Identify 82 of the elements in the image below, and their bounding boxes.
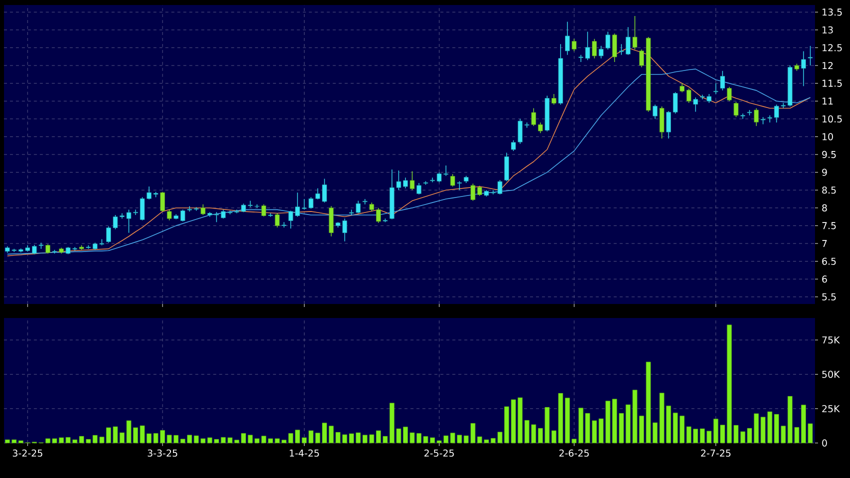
candlestick: [666, 110, 671, 139]
y-tick-label: 6.5: [822, 258, 836, 265]
x-tick-label: 2-7-25: [701, 450, 730, 457]
candlestick: [288, 210, 294, 229]
candlestick: [187, 206, 192, 212]
y-tick-label: 8: [822, 204, 827, 212]
y-tick-label: 11.5: [822, 80, 842, 87]
y-tick-label: 25K: [822, 405, 840, 412]
candlestick: [606, 31, 610, 50]
candlestick: [308, 196, 314, 209]
candlestick: [200, 204, 206, 216]
y-tick-label: 50K: [822, 370, 840, 378]
y-tick-label: 75K: [822, 336, 840, 344]
x-tick-label: 2-6-25: [559, 450, 589, 457]
candlestick: [652, 104, 658, 120]
y-tick-label: 10.5: [822, 115, 842, 122]
candlestick: [376, 208, 381, 224]
candlestick: [160, 192, 165, 212]
candlestick: [315, 188, 320, 200]
y-tick-label: 0: [822, 439, 827, 447]
candlestick: [166, 209, 172, 221]
candlestick: [180, 209, 186, 222]
candlestick: [531, 108, 536, 126]
candlestick: [565, 21, 570, 56]
candlestick: [106, 226, 111, 244]
y-tick-label: 6: [822, 275, 827, 283]
y-tick-label: 9.5: [822, 150, 836, 158]
candlestick: [760, 116, 766, 125]
y-tick-label: 12.5: [822, 44, 842, 52]
candlestick: [410, 170, 415, 190]
candlestick: [498, 180, 502, 195]
y-tick-label: 12: [822, 62, 833, 70]
candlestick: [302, 198, 307, 210]
candlestick: [672, 92, 678, 114]
candlestick: [274, 212, 280, 228]
candlestick: [46, 244, 50, 254]
candlestick: [268, 212, 273, 218]
candlestick: [295, 192, 300, 218]
x-tick-label: 3-3-25: [148, 450, 178, 457]
candlestick: [754, 108, 759, 126]
candlestick: [572, 38, 576, 52]
candlestick: [801, 50, 806, 86]
y-tick-label: 5.5: [822, 293, 836, 300]
candlestick: [612, 33, 617, 62]
y-tick-label: 8.5: [822, 186, 836, 194]
candlestick: [639, 49, 644, 68]
candlestick: [659, 106, 664, 139]
candlestick: [747, 110, 752, 116]
candlestick: [504, 152, 510, 182]
candlestick: [713, 82, 718, 94]
x-tick-label: 3-2-25: [12, 450, 42, 457]
candlestick: [444, 165, 448, 176]
y-tick-label: 13.5: [822, 8, 842, 16]
candlestick: [632, 16, 638, 50]
y-tick-label: 9: [822, 168, 827, 176]
candlestick: [598, 46, 604, 59]
candlestick: [450, 174, 456, 187]
candlestick: [322, 178, 327, 203]
candlestick: [403, 177, 408, 189]
candlestick: [734, 101, 738, 118]
candlestick: [552, 94, 556, 106]
x-tick-label: 2-5-25: [424, 450, 454, 457]
candlestick: [416, 182, 422, 195]
candlestick: [457, 180, 462, 190]
candlestick: [686, 88, 692, 104]
candlestick: [720, 70, 725, 91]
candlestick: [693, 97, 698, 112]
candlestick: [592, 38, 597, 59]
candlestick: [524, 122, 530, 128]
y-tick-label: 7.5: [822, 222, 836, 230]
candlestick: [282, 222, 286, 228]
y-tick-label: 7: [822, 240, 827, 247]
y-tick-label: 13: [822, 26, 833, 34]
candlestick: [261, 204, 266, 217]
x-tick-label: 1-4-25: [290, 450, 319, 457]
candlestick: [254, 204, 260, 208]
candlestick: [808, 46, 813, 66]
candlestick: [726, 86, 732, 102]
y-tick-label: 11: [822, 98, 833, 105]
candlestick: [538, 122, 543, 134]
y-tick-label: 10: [822, 133, 833, 140]
candlestick: [362, 198, 368, 205]
